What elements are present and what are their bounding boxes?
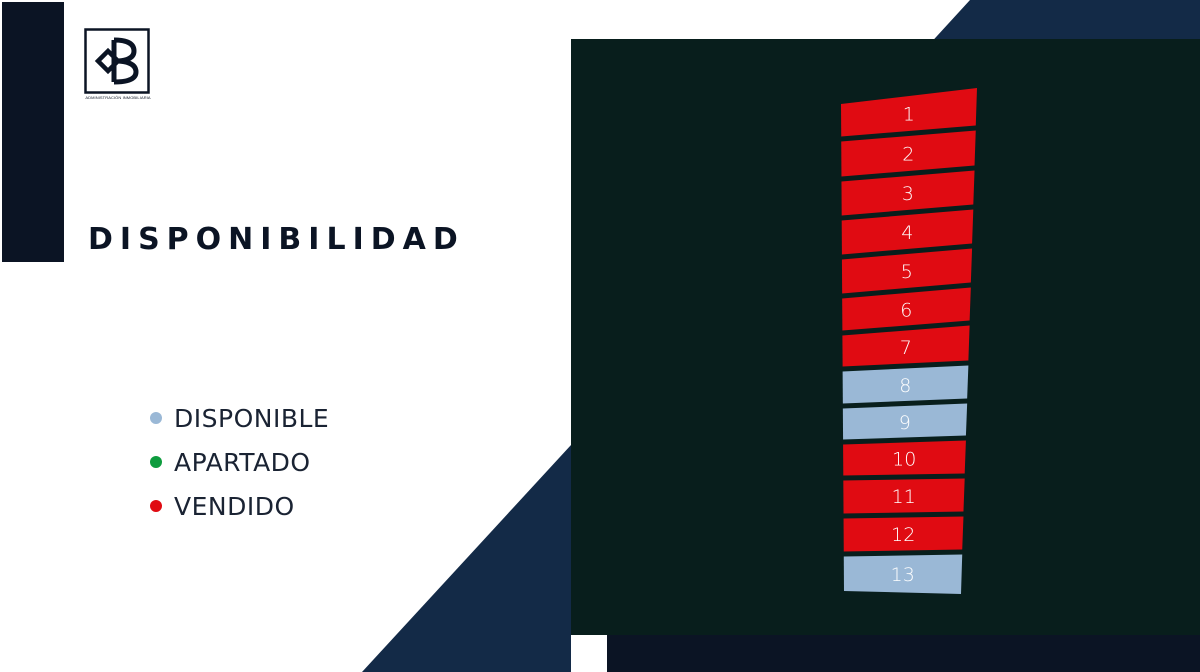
lot-8[interactable] [842,365,969,404]
disponible-dot-icon [150,412,162,424]
lot-13[interactable] [843,554,963,595]
lot-number-label: 12 [891,524,915,546]
brand-logo [84,28,150,94]
lot-number-label: 8 [899,375,911,397]
apartado-dot-icon [150,456,162,468]
legend-label: VENDIDO [174,491,295,521]
lot-number-label: 10 [892,449,916,471]
lot-7[interactable] [842,325,970,367]
lot-12[interactable] [843,516,964,552]
lot-6[interactable] [842,287,971,331]
vendido-dot-icon [150,500,162,512]
lot-5[interactable] [841,248,973,294]
lot-number-label: 9 [899,412,911,434]
lot-4[interactable] [841,209,974,255]
lot-number-label: 13 [891,564,915,586]
lot-11[interactable] [843,478,965,514]
lot-number-label: 2 [902,144,914,166]
lot-10[interactable] [843,440,966,476]
lot-number-label: 4 [901,222,913,244]
legend-label: APARTADO [174,447,311,477]
legend: DISPONIBLE APARTADO VENDIDO [150,396,329,528]
legend-item-disponible: DISPONIBLE [150,396,329,440]
legend-label: DISPONIBLE [174,403,330,433]
lot-number-label: 7 [900,337,912,359]
lot-number-label: 11 [892,486,916,508]
left-accent-bar [2,2,64,262]
lot-1[interactable] [841,88,977,137]
legend-item-vendido: VENDIDO [150,484,329,528]
lot-3[interactable] [841,170,975,216]
brand-tagline: ADMINISTRACIÓN INMOBILIARIA [85,95,151,100]
lot-number-label: 5 [901,261,913,283]
page-title: DISPONIBILIDAD [88,222,465,257]
lot-number-label: 1 [903,104,915,126]
lot-number-label: 3 [902,183,914,205]
lot-map: 1 2 3 4 5 6 7 8 9 10 11 12 13 [571,39,1200,635]
map-shadow-bar [607,635,1200,672]
diagonal-band-bottom [362,445,571,672]
lot-2[interactable] [841,130,976,177]
lot-number-label: 6 [900,299,912,321]
lot-9[interactable] [842,403,968,440]
legend-item-apartado: APARTADO [150,440,329,484]
